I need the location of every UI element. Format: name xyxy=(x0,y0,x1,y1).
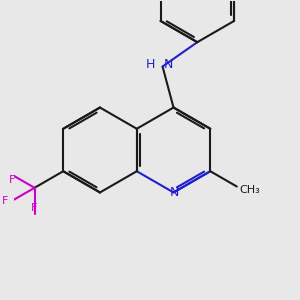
Text: CH₃: CH₃ xyxy=(239,185,260,195)
Text: F: F xyxy=(2,196,8,206)
Text: F: F xyxy=(31,203,38,213)
Text: H: H xyxy=(146,58,155,71)
Text: N: N xyxy=(164,58,173,71)
Text: F: F xyxy=(9,176,15,185)
Text: N: N xyxy=(170,186,179,199)
